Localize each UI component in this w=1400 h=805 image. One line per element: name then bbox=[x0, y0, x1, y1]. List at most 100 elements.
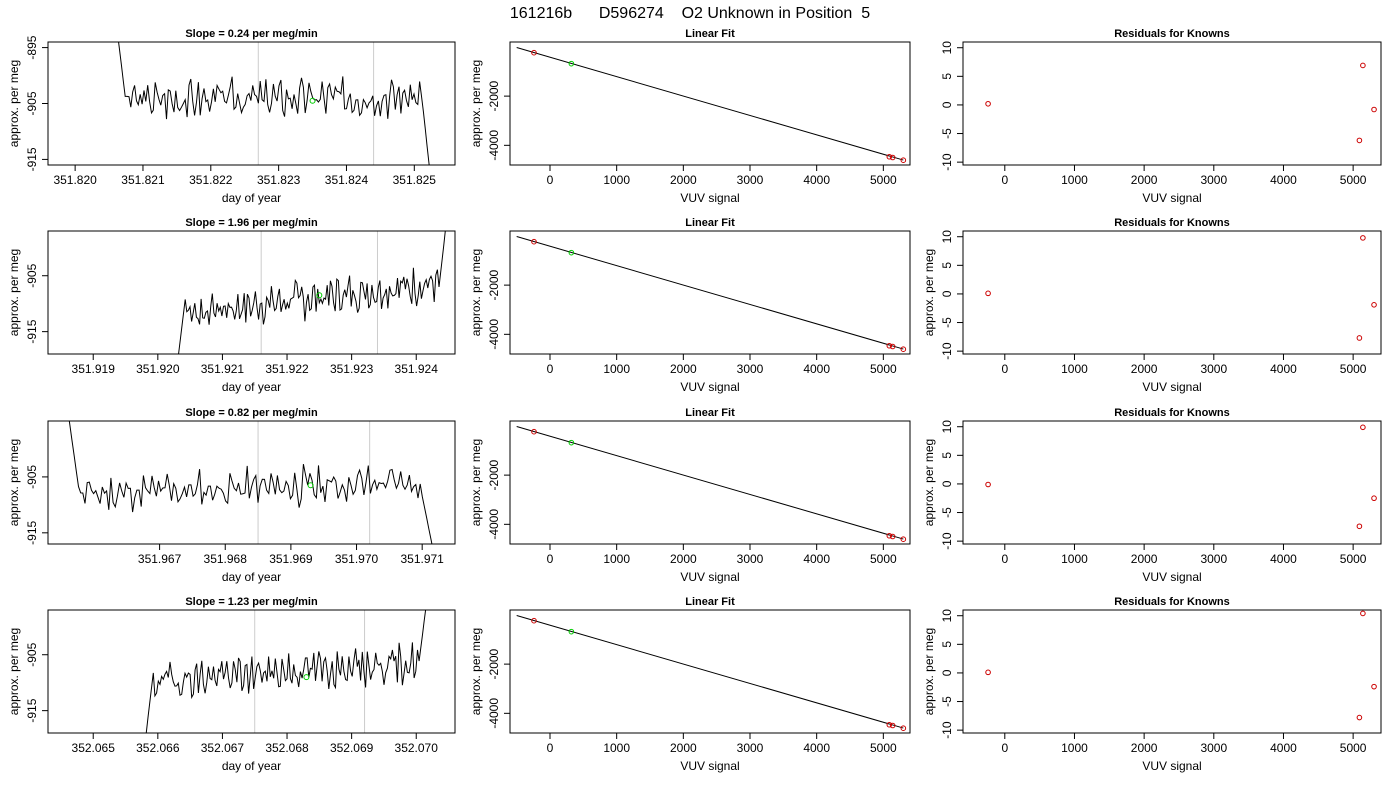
x-tick-label: 3000 bbox=[1200, 362, 1227, 376]
fit-line bbox=[516, 236, 904, 350]
known-point bbox=[531, 617, 537, 624]
x-tick-label: 1000 bbox=[1061, 741, 1088, 755]
x-tick-label: 3000 bbox=[737, 552, 764, 566]
plot-area bbox=[516, 47, 907, 164]
y-tick-label: 5 bbox=[940, 641, 954, 648]
y-axis-label: approx. per meg bbox=[469, 628, 483, 715]
panel-timeseries-3: Slope = 0.82 per meg/min day of year appro… bbox=[7, 407, 456, 584]
unknown-point bbox=[307, 482, 314, 489]
y-axis-label: approx. per meg bbox=[469, 439, 483, 526]
panel-title: Slope = 0.24 per meg/min bbox=[185, 28, 318, 40]
figure-title: 161216b D596274 O2 Unknown in Position 5 bbox=[510, 5, 870, 22]
panel-timeseries-4: Slope = 1.23 per meg/min day of year appro… bbox=[7, 596, 456, 773]
known-point bbox=[886, 721, 893, 728]
panel-timeseries-2: Slope = 1.96 per meg/min day of year appro… bbox=[7, 217, 456, 394]
x-tick-label: 351.823 bbox=[257, 173, 301, 187]
x-axis-label: VUV signal bbox=[680, 570, 739, 584]
y-tick-label: -5 bbox=[940, 507, 954, 518]
plot-frame bbox=[47, 230, 456, 355]
plot-frame bbox=[509, 420, 911, 545]
x-tick-label: 4000 bbox=[1270, 362, 1297, 376]
y-tick-label: -5 bbox=[940, 317, 954, 328]
y-tick-label: -915 bbox=[25, 520, 39, 544]
panel-title: Linear Fit bbox=[685, 596, 735, 608]
plot-frame bbox=[509, 609, 911, 734]
y-tick-label: -2000 bbox=[487, 80, 501, 111]
x-tick-label: 351.924 bbox=[395, 362, 439, 376]
y-tick-label: 10 bbox=[940, 41, 954, 55]
plot-frame bbox=[962, 420, 1382, 545]
y-tick-label: -5 bbox=[940, 128, 954, 139]
y-tick-label: -895 bbox=[25, 35, 39, 59]
known-point bbox=[1356, 714, 1363, 721]
y-tick-label: -2000 bbox=[487, 269, 501, 300]
fit-line bbox=[516, 47, 904, 161]
x-tick-label: 0 bbox=[547, 741, 554, 755]
y-tick-label: 5 bbox=[940, 452, 954, 459]
panel-title: Slope = 0.82 per meg/min bbox=[185, 407, 318, 419]
x-tick-label: 5000 bbox=[870, 173, 897, 187]
x-tick-label: 351.971 bbox=[400, 552, 444, 566]
x-tick-label: 1000 bbox=[603, 173, 630, 187]
panel-title: Linear Fit bbox=[685, 217, 735, 229]
known-point bbox=[1371, 683, 1377, 690]
plot-area bbox=[985, 610, 1377, 721]
x-tick-label: 352.065 bbox=[72, 741, 116, 755]
panel-title: Linear Fit bbox=[685, 407, 735, 419]
fit-line bbox=[516, 426, 904, 540]
y-tick-label: 10 bbox=[940, 609, 954, 623]
plot-frame bbox=[47, 609, 456, 734]
x-tick-label: 352.067 bbox=[201, 741, 245, 755]
x-tick-label: 4000 bbox=[803, 552, 830, 566]
x-tick-label: 0 bbox=[547, 552, 554, 566]
x-tick-label: 5000 bbox=[870, 362, 897, 376]
panel-residuals-4: Residuals for Knowns VUV signal approx. pe… bbox=[922, 596, 1382, 773]
known-point bbox=[985, 290, 991, 297]
y-tick-label: -915 bbox=[25, 147, 39, 171]
plot-area bbox=[68, 421, 433, 544]
y-axis-label: approx. per meg bbox=[469, 249, 483, 336]
plot-frame bbox=[962, 41, 1382, 166]
y-tick-label: 0 bbox=[940, 480, 954, 487]
x-tick-label: 3000 bbox=[1200, 741, 1227, 755]
x-tick-label: 2000 bbox=[1131, 173, 1158, 187]
y-axis-label: approx. per meg bbox=[922, 439, 936, 526]
plot-frame bbox=[509, 41, 911, 166]
plot-area bbox=[985, 62, 1377, 144]
y-tick-label: 0 bbox=[940, 290, 954, 297]
y-tick-label: 0 bbox=[940, 101, 954, 108]
plot-area bbox=[178, 231, 446, 354]
panel-title: Slope = 1.96 per meg/min bbox=[185, 217, 318, 229]
known-point bbox=[1360, 424, 1366, 431]
x-tick-label: 351.967 bbox=[138, 552, 182, 566]
known-point bbox=[1356, 523, 1363, 530]
known-point bbox=[889, 722, 896, 729]
x-tick-label: 5000 bbox=[1340, 173, 1367, 187]
known-point bbox=[900, 725, 907, 732]
y-tick-label: -10 bbox=[940, 721, 954, 739]
panel-title: Linear Fit bbox=[685, 28, 735, 40]
y-axis-label: approx. per meg bbox=[922, 628, 936, 715]
known-point bbox=[531, 428, 537, 435]
signal-line bbox=[178, 231, 446, 354]
x-axis-label: VUV signal bbox=[1142, 759, 1201, 773]
x-tick-label: 351.919 bbox=[72, 362, 116, 376]
y-tick-label: -905 bbox=[25, 465, 39, 489]
known-point bbox=[900, 536, 907, 543]
x-axis-label: VUV signal bbox=[1142, 380, 1201, 394]
y-tick-label: 10 bbox=[940, 420, 954, 434]
y-axis-label: approx. per meg bbox=[7, 439, 21, 526]
x-tick-label: 3000 bbox=[737, 741, 764, 755]
unknown-point bbox=[303, 674, 310, 681]
panel-timeseries-1: Slope = 0.24 per meg/min day of year appro… bbox=[7, 28, 456, 205]
x-tick-label: 352.068 bbox=[265, 741, 309, 755]
x-tick-label: 2000 bbox=[670, 741, 697, 755]
known-point bbox=[1356, 335, 1363, 341]
known-point bbox=[1360, 62, 1366, 69]
x-axis-label: day of year bbox=[222, 759, 281, 773]
known-point bbox=[531, 49, 537, 56]
known-point bbox=[886, 342, 893, 349]
panel-fit-4: Linear Fit VUV signal approx. per meg 0 1000… bbox=[469, 596, 911, 773]
panel-fit-3: Linear Fit VUV signal approx. per meg 0 1000… bbox=[469, 407, 911, 584]
x-tick-label: 1000 bbox=[603, 552, 630, 566]
